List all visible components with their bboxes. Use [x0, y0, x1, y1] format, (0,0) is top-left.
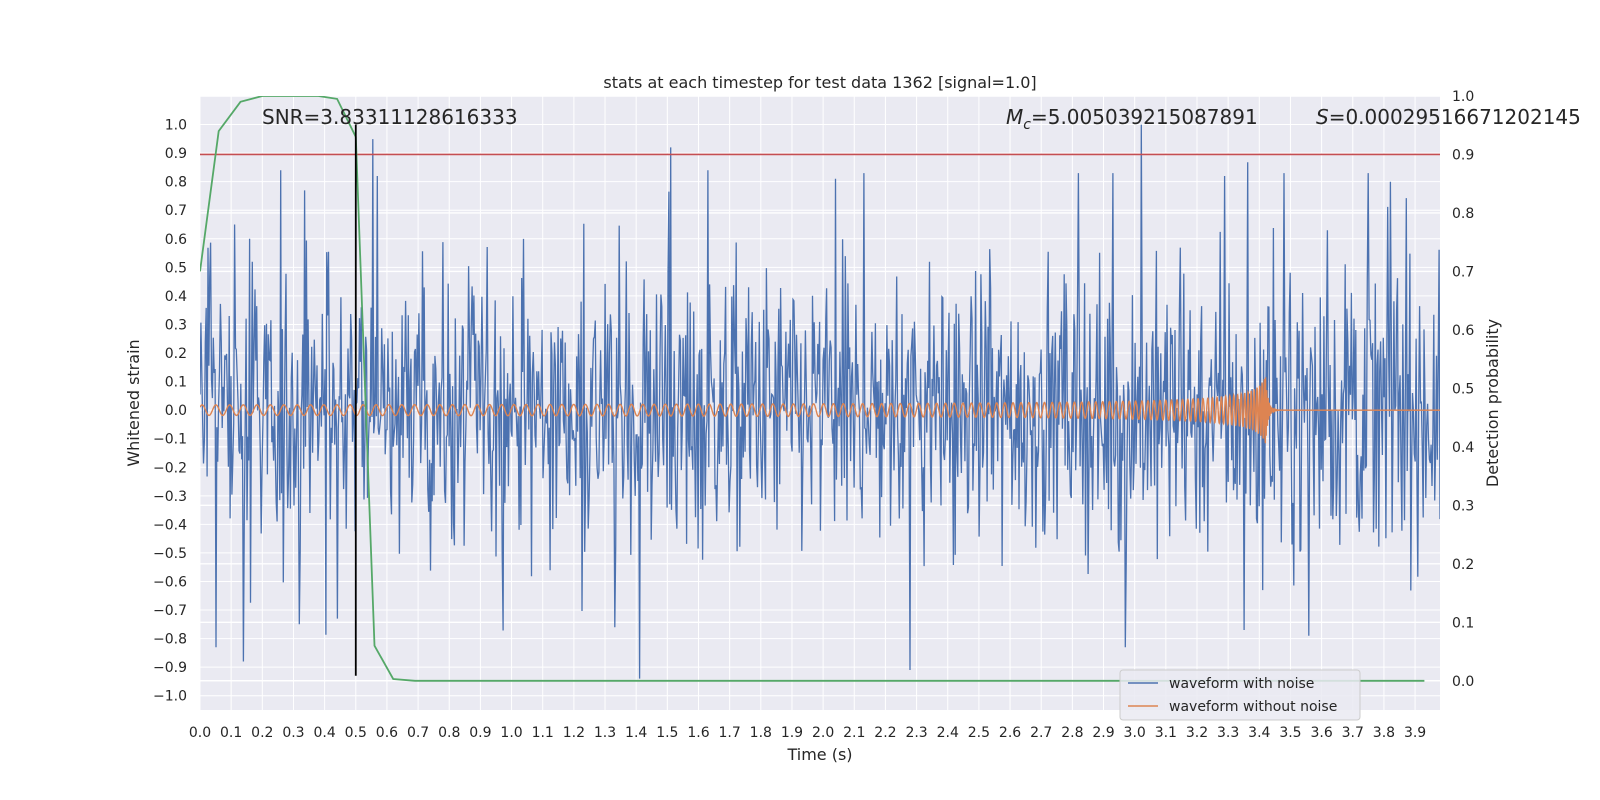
- x-tick-label: 2.7: [1030, 725, 1052, 741]
- series-waveform-without-noise: [200, 377, 1440, 444]
- y-tick-label: −0.5: [153, 546, 187, 562]
- s-value: =0.00029516671202145: [1329, 105, 1581, 129]
- y-tick-label: 0.8: [165, 175, 187, 191]
- x-tick-label: 3.1: [1155, 725, 1177, 741]
- x-tick-label: 2.0: [812, 725, 834, 741]
- y-tick-label: −0.8: [153, 632, 187, 648]
- y-tick-label: 0.7: [165, 203, 187, 219]
- y-tick-label: 0.6: [165, 232, 187, 248]
- x-tick-label: 1.5: [656, 725, 678, 741]
- y2-tick-label: 0.0: [1452, 674, 1474, 690]
- y2-tick-label: 1.0: [1452, 89, 1474, 105]
- y-tick-label: 0.4: [165, 289, 187, 305]
- y-tick-label: −0.6: [153, 574, 187, 590]
- chirp-mass-value: =5.005039215087891: [1031, 105, 1258, 129]
- y-tick-label: −0.3: [153, 489, 187, 505]
- s-symbol: S: [1316, 105, 1329, 129]
- x-tick-label: 2.2: [874, 725, 896, 741]
- x-tick-label: 2.9: [1092, 725, 1114, 741]
- y2-tick-label: 0.8: [1452, 206, 1474, 222]
- y2-tick-label: 0.2: [1452, 557, 1474, 573]
- y-tick-labels: 1.0 0.9 0.8 0.7 0.6 0.5 0.4 0.3 0.2 0.1 0.0 −0.1 −0.…: [153, 118, 187, 705]
- x-tick-label: 3.2: [1186, 725, 1208, 741]
- x-tick-label: 1.1: [532, 725, 554, 741]
- x-tick-label: 0.7: [407, 725, 429, 741]
- x-tick-label: 0.3: [282, 725, 304, 741]
- x-tick-label: 3.5: [1279, 725, 1301, 741]
- y-tick-label: 0.1: [165, 375, 187, 391]
- x-tick-label: 0.0: [189, 725, 211, 741]
- x-tick-label: 2.5: [968, 725, 990, 741]
- chirp-mass-annotation: Mc=5.005039215087891: [1006, 105, 1258, 133]
- y-axis-label: Whitened strain: [124, 339, 143, 466]
- series-layer: [200, 96, 1440, 682]
- x-tick-label: 3.7: [1342, 725, 1364, 741]
- x-tick-label: 0.5: [345, 725, 367, 741]
- x-tick-label: 1.9: [781, 725, 803, 741]
- y-tick-label: −0.7: [153, 603, 187, 619]
- y-tick-label: 0.3: [165, 317, 187, 333]
- y2-tick-label: 0.4: [1452, 440, 1474, 456]
- chart-title: stats at each timestep for test data 136…: [603, 73, 1036, 92]
- snr-annotation: SNR=3.83311128616333: [262, 105, 518, 129]
- x-tick-label: 0.4: [313, 725, 335, 741]
- x-tick-label: 1.7: [719, 725, 741, 741]
- y-tick-label: 0.9: [165, 146, 187, 162]
- x-tick-label: 1.3: [594, 725, 616, 741]
- y-tick-label: −1.0: [153, 689, 187, 705]
- x-tick-label: 3.8: [1373, 725, 1395, 741]
- x-tick-label: 2.8: [1061, 725, 1083, 741]
- x-tick-label: 3.0: [1124, 725, 1146, 741]
- x-tick-label: 1.2: [563, 725, 585, 741]
- chirp-mass-symbol: M: [1006, 105, 1023, 129]
- legend-box: [1119, 669, 1361, 721]
- x-tick-label: 3.3: [1217, 725, 1239, 741]
- y2-tick-label: 0.7: [1452, 264, 1474, 280]
- x-tick-label: 2.1: [843, 725, 865, 741]
- y-tick-label: −0.2: [153, 460, 187, 476]
- s-annotation: S=0.00029516671202145: [1316, 105, 1581, 129]
- x-tick-label: 3.4: [1248, 725, 1270, 741]
- y2-tick-labels: 1.0 0.9 0.8 0.7 0.6 0.5 0.4 0.3 0.2 0.1 0.0: [1452, 89, 1474, 690]
- x-tick-label: 3.6: [1310, 725, 1332, 741]
- x-tick-label: 0.6: [376, 725, 398, 741]
- y2-tick-label: 0.5: [1452, 381, 1474, 397]
- chirp-mass-subscript: c: [1023, 117, 1031, 133]
- y2-tick-label: 0.3: [1452, 498, 1474, 514]
- x-tick-label: 0.2: [251, 725, 273, 741]
- series-detection-probability: [200, 96, 1425, 682]
- x-tick-label: 1.0: [500, 725, 522, 741]
- y2-tick-label: 0.6: [1452, 323, 1474, 339]
- x-tick-labels: 0.0 0.1 0.2 0.3 0.4 0.5 0.6 0.7 0.8 0.9 1.0 1.1 1.2 1…: [189, 725, 1426, 741]
- y-tick-label: −0.4: [153, 517, 187, 533]
- y-tick-label: 0.0: [165, 403, 187, 419]
- x-tick-label: 1.4: [625, 725, 647, 741]
- legend-label-noise: waveform with noise: [1169, 676, 1314, 692]
- legend-label-clean: waveform without noise: [1169, 699, 1337, 715]
- y2-axis-label: Detection probability: [1483, 319, 1502, 487]
- y-tick-label: −0.1: [153, 432, 187, 448]
- x-tick-label: 0.8: [438, 725, 460, 741]
- x-tick-label: 2.4: [937, 725, 959, 741]
- y2-tick-label: 0.1: [1452, 615, 1474, 631]
- x-tick-label: 1.6: [687, 725, 709, 741]
- x-tick-label: 1.8: [750, 725, 772, 741]
- legend: waveform with noise waveform without noi…: [1119, 669, 1361, 721]
- y2-tick-label: 0.9: [1452, 147, 1474, 163]
- y-tick-label: −0.9: [153, 660, 187, 676]
- y-tick-label: 0.5: [165, 260, 187, 276]
- x-tick-label: 2.6: [999, 725, 1021, 741]
- x-tick-label: 0.9: [469, 725, 491, 741]
- series-waveform-with-noise: [200, 124, 1440, 679]
- x-axis-label: Time (s): [786, 745, 852, 764]
- y-tick-label: 1.0: [165, 118, 187, 134]
- x-tick-label: 2.3: [905, 725, 927, 741]
- x-tick-label: 3.9: [1404, 725, 1426, 741]
- y-tick-label: 0.2: [165, 346, 187, 362]
- x-tick-label: 0.1: [220, 725, 242, 741]
